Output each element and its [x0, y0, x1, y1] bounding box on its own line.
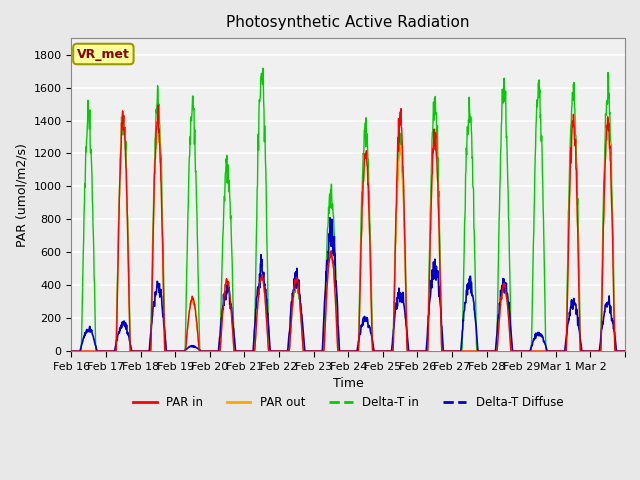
Y-axis label: PAR (umol/m2/s): PAR (umol/m2/s) — [15, 143, 28, 247]
Legend: PAR in, PAR out, Delta-T in, Delta-T Diffuse: PAR in, PAR out, Delta-T in, Delta-T Dif… — [129, 392, 568, 414]
Title: Photosynthetic Active Radiation: Photosynthetic Active Radiation — [227, 15, 470, 30]
Text: VR_met: VR_met — [77, 48, 130, 60]
X-axis label: Time: Time — [333, 377, 364, 390]
